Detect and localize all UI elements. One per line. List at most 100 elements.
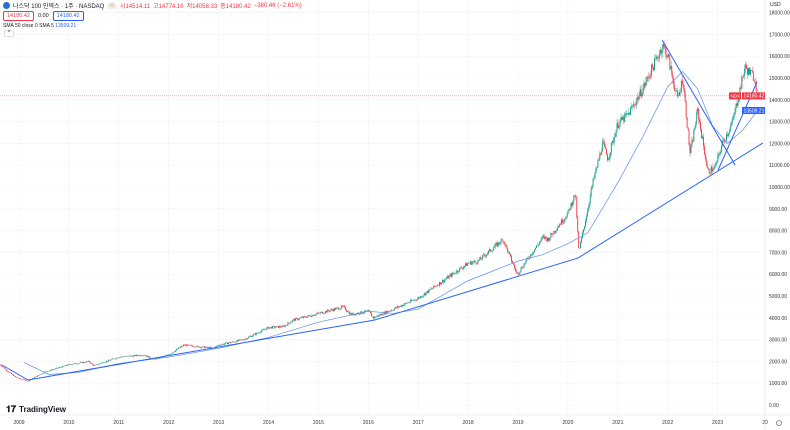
candle-body	[203, 346, 205, 349]
candle-body	[460, 267, 462, 269]
symbol-badge-label: NDX	[731, 94, 741, 99]
candle-body	[695, 123, 697, 129]
candle-body	[487, 253, 488, 255]
candle-body	[701, 129, 702, 139]
candle-body	[515, 270, 517, 273]
candle-body	[88, 360, 90, 362]
candle-body	[426, 290, 428, 293]
candle-body	[586, 210, 588, 217]
candle-body	[648, 77, 650, 79]
x-tick-label: 2011	[113, 420, 124, 426]
candle-body	[149, 356, 151, 358]
candle-body	[519, 271, 521, 273]
candle-body	[727, 132, 729, 136]
candle-body	[171, 353, 173, 354]
candle-body	[741, 76, 743, 89]
candle-body	[48, 370, 50, 372]
candle-body	[315, 314, 317, 316]
candle-body	[681, 80, 683, 85]
candle-body	[411, 299, 413, 301]
candle-body	[572, 201, 574, 206]
candle-body	[248, 336, 250, 339]
candle-body	[247, 338, 249, 340]
candle-body	[638, 95, 640, 100]
candle-body	[349, 313, 351, 315]
last-price-label-bg	[742, 92, 765, 100]
candle-body	[505, 244, 507, 246]
candle-body	[410, 299, 412, 303]
candle-body	[384, 312, 386, 315]
candle-body	[554, 231, 556, 233]
candle-body	[539, 240, 541, 243]
candle-body	[662, 44, 664, 49]
candle-body	[300, 317, 302, 318]
candle-body	[373, 316, 375, 319]
candle-body	[403, 304, 405, 306]
buy-button[interactable]: 14180.42	[52, 11, 84, 21]
candle-body	[301, 317, 303, 318]
y-tick-label: 0.00	[769, 403, 779, 409]
candle-body	[389, 311, 391, 312]
candle-body	[89, 361, 91, 364]
candle-body	[396, 306, 398, 308]
candle-body	[607, 154, 608, 161]
candle-body	[577, 217, 579, 232]
candle-body	[628, 112, 630, 115]
candle-body	[420, 296, 422, 298]
candle-body	[425, 292, 427, 295]
candle-body	[346, 311, 348, 313]
y-tick-label: 4000.00	[769, 316, 787, 322]
candle-body	[516, 272, 518, 274]
candle-body	[61, 366, 63, 368]
symbol-title[interactable]: 나스닥 100 인덱스 · 1주 · NASDAQ	[13, 4, 105, 10]
candle-body	[386, 311, 388, 314]
indicator-legend[interactable]: SMA 50 close 0 SMA 5 13509.21	[3, 23, 76, 29]
candle-body	[605, 146, 607, 149]
candle-body	[165, 355, 167, 356]
candle-body	[583, 226, 585, 230]
candle-body	[291, 321, 293, 323]
collapse-legend-button[interactable]: ^	[4, 30, 14, 37]
candle-body	[642, 88, 644, 95]
sell-button[interactable]: 14180.42	[3, 11, 34, 21]
candle-body	[687, 127, 689, 130]
candle-body	[483, 254, 485, 256]
tv-logo-icon: 𝟏𝟕	[6, 404, 17, 414]
candle-body	[14, 375, 16, 377]
candle-body	[271, 326, 273, 329]
candle-body	[559, 224, 560, 227]
candle-body	[641, 94, 643, 97]
candle-body	[466, 263, 468, 266]
candle-body	[253, 333, 255, 335]
candle-body	[80, 362, 82, 363]
candle-body	[374, 316, 376, 318]
x-tick-label: 2023	[712, 420, 723, 426]
candle-body	[268, 326, 270, 329]
currency-label[interactable]: USD	[770, 2, 781, 8]
candle-body	[630, 108, 631, 115]
candle-body	[370, 313, 372, 317]
candle-body	[545, 236, 547, 239]
chart-header: 나스닥 100 인덱스 · 1주 · NASDAQ D 시14514.11 고1…	[3, 1, 302, 10]
candle-body	[290, 322, 292, 324]
candle-body	[745, 64, 747, 69]
tradingview-logo[interactable]: 𝟏𝟕 TradingView	[6, 404, 66, 415]
candle-body	[398, 306, 400, 308]
candle-body	[208, 347, 210, 349]
candle-body	[400, 305, 402, 307]
market-status-badge: D	[107, 2, 117, 9]
candle-body	[222, 343, 224, 345]
candle-body	[180, 346, 182, 347]
candle-body	[317, 312, 319, 314]
candle-body	[645, 81, 647, 86]
candle-body	[510, 253, 512, 257]
candle-body	[730, 123, 732, 127]
candle-body	[532, 253, 534, 255]
candle-body	[445, 278, 447, 280]
sma-price-label: 13509.21	[744, 108, 765, 114]
candle-body	[550, 233, 552, 238]
candle-body	[542, 235, 544, 237]
candle-body	[210, 347, 212, 348]
trend-line	[27, 142, 764, 381]
